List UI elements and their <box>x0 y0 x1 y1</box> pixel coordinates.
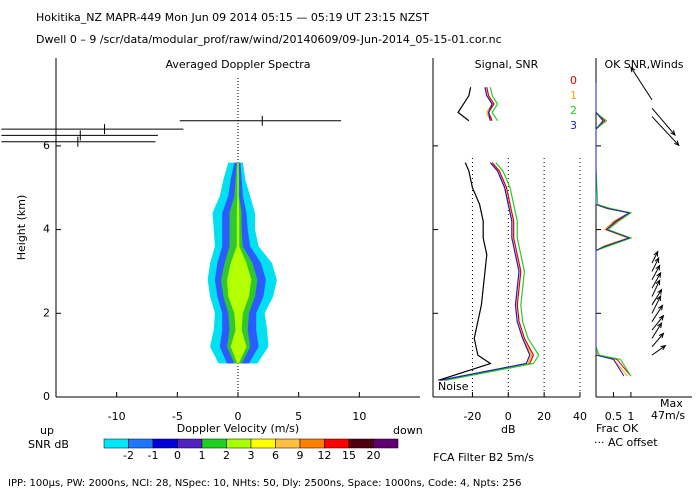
header-subtitle: Dwell 0 – 9 /scr/data/modular_prof/raw/w… <box>36 33 502 46</box>
wind-arrow <box>651 250 659 264</box>
series-label: Noise <box>438 380 469 393</box>
x-tick-label: 0 <box>505 410 512 423</box>
legend-label: 1 <box>570 89 577 102</box>
colorbar-box <box>348 438 374 449</box>
x-tick-label: 40 <box>573 410 587 423</box>
snr-line <box>438 162 492 381</box>
wind-arrow <box>651 321 663 339</box>
snr-line <box>489 87 499 122</box>
colorbar-tick-label: 9 <box>297 449 304 462</box>
x-tick-label: 0 <box>235 410 242 423</box>
colorbar-tick-label: 3 <box>248 449 255 462</box>
x-tick-label: 5 <box>295 410 302 423</box>
snr-line <box>440 162 531 381</box>
note: FCA Filter B2 5m/s <box>433 451 534 464</box>
x-tick-label: 10 <box>352 410 366 423</box>
colorbar-box <box>275 438 301 449</box>
colorbar-tick-label: -1 <box>148 449 159 462</box>
y-axis-label: Height (km) <box>15 195 28 261</box>
left-label: up <box>40 424 54 437</box>
x-axis-label: dB <box>501 423 516 436</box>
x-tick-label: 0.5 <box>605 410 623 423</box>
y-tick-label: 0 <box>43 390 50 403</box>
colorbar-box <box>103 438 129 449</box>
colorbar-label: SNR dB <box>28 438 69 451</box>
wind-arrow <box>651 332 665 348</box>
wind-arrow <box>651 314 665 331</box>
frac-ok-line <box>595 83 631 377</box>
wind-arrow <box>651 279 661 297</box>
y-tick-label: 4 <box>43 223 50 236</box>
colorbar-box <box>299 438 325 449</box>
colorbar-box <box>201 438 227 449</box>
wind-arrow <box>651 116 680 147</box>
frac-ok-line <box>595 83 633 377</box>
x-tick-label: -5 <box>172 410 183 423</box>
wind-arrow <box>630 66 653 101</box>
wind-arrow <box>651 304 664 322</box>
panel-title: OK SNR,Winds <box>604 58 683 71</box>
colorbar-tick-label: 6 <box>272 449 279 462</box>
colorbar-box <box>226 438 252 449</box>
colorbar-tick-label: 20 <box>367 449 381 462</box>
legend-label: 0 <box>570 74 577 87</box>
colorbar-tick-label: 2 <box>223 449 230 462</box>
snr-line <box>457 87 472 122</box>
wind-arrow <box>651 344 667 356</box>
header-title: Hokitika_NZ MAPR-449 Mon Jun 09 2014 05:… <box>36 11 429 24</box>
snr-line <box>484 87 493 121</box>
x-axis-label: Frac OK <box>596 422 639 435</box>
wind-arrow <box>651 288 663 306</box>
x-tick-label: 20 <box>537 410 551 423</box>
colorbar-box <box>250 438 276 449</box>
max-speed-label: 47m/s <box>651 409 685 422</box>
legend-label: 2 <box>570 104 577 117</box>
snr-line <box>445 162 540 381</box>
wind-arrow <box>651 271 662 289</box>
y-tick-label: 2 <box>43 306 50 319</box>
panel-title: Signal, SNR <box>475 58 539 71</box>
wind-arrow <box>651 264 661 281</box>
wind-arrow <box>651 294 662 314</box>
note: ··· AC offset <box>594 436 658 449</box>
colorbar-box <box>324 438 350 449</box>
colorbar-tick-label: 12 <box>318 449 332 462</box>
colorbar-tick-label: 0 <box>174 449 181 462</box>
colorbar-box <box>128 438 154 449</box>
wind-arrow <box>651 107 676 137</box>
x-axis-label: Doppler Velocity (m/s) <box>177 422 299 435</box>
x-tick-label: 1 <box>627 410 634 423</box>
y-tick-label: 6 <box>43 139 50 152</box>
x-tick-label: -20 <box>463 410 481 423</box>
colorbar-box <box>177 438 203 449</box>
snr-line <box>443 162 535 381</box>
max-label: Max <box>660 397 683 410</box>
colorbar-box <box>152 438 178 449</box>
wind-arrow <box>651 256 660 272</box>
spectrum-layer <box>227 162 252 364</box>
footer: IPP: 100μs, PW: 2000ns, NCI: 28, NSpec: … <box>8 478 521 489</box>
legend-label: 3 <box>570 119 577 132</box>
colorbar-tick-label: 15 <box>342 449 356 462</box>
colorbar-box <box>373 438 399 449</box>
colorbar-tick-label: 1 <box>199 449 206 462</box>
x-tick-label: -10 <box>108 410 126 423</box>
right-label: down <box>393 424 423 437</box>
colorbar-tick-label: -2 <box>123 449 134 462</box>
panel-title: Averaged Doppler Spectra <box>165 58 310 71</box>
